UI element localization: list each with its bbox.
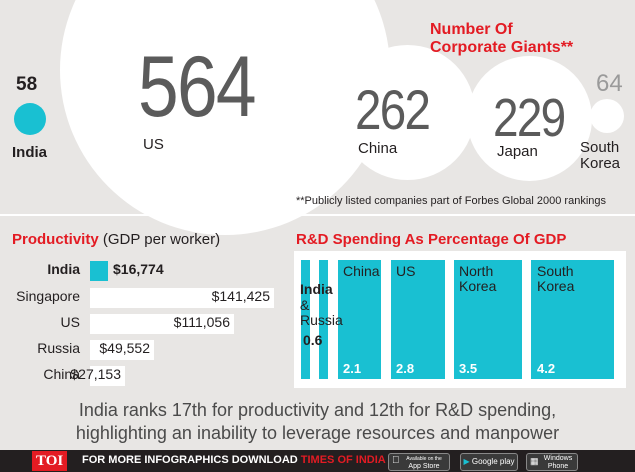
productivity-bar <box>90 366 125 386</box>
rd-bar-north-korea <box>454 260 522 379</box>
productivity-country: US <box>60 314 80 330</box>
bubble-india <box>14 103 46 135</box>
rd-bar-china <box>338 260 381 379</box>
section-divider <box>0 214 635 216</box>
rd-label-china: China <box>343 263 380 279</box>
south-korea-count: 64 <box>596 70 623 97</box>
south-korea-label: South Korea <box>580 139 621 172</box>
windows-small: Windows <box>543 455 573 462</box>
productivity-row: Russia $49,552 <box>0 340 300 360</box>
footer-app-name: TIMES OF INDIA APP <box>300 454 411 466</box>
rd-value-north-korea: 3.5 <box>459 361 478 376</box>
productivity-country: India <box>47 261 80 277</box>
rd-value-us: 2.8 <box>396 361 415 376</box>
productivity-bar <box>90 261 108 281</box>
productivity-row: India $16,774 <box>0 261 300 281</box>
productivity-heading: Productivity (GDP per worker) <box>12 231 220 248</box>
productivity-title: Productivity <box>12 231 99 248</box>
rd-label-us: US <box>396 263 416 279</box>
japan-label: Japan <box>497 143 538 160</box>
rd-bar-us <box>391 260 445 379</box>
rd-label-south-korea: South Korea <box>537 263 575 294</box>
rd-bar-south-korea <box>531 260 614 379</box>
rd-value-india-russia: 0.6 <box>303 332 323 348</box>
app-store-button[interactable]:  Available on the App Store <box>388 453 450 471</box>
bubble-japan <box>467 56 592 181</box>
app-store-small: Available on the <box>406 456 442 462</box>
productivity-country: China <box>43 366 80 382</box>
apple-icon:  <box>392 456 400 466</box>
windows-label: Phone <box>547 463 569 470</box>
windows-icon: ▦ <box>530 456 539 466</box>
rd-title: R&D Spending As Percentage Of GDP <box>296 231 567 248</box>
footer-bar: TOI FOR MORE INFOGRAPHICS DOWNLOAD TIMES… <box>0 450 635 472</box>
productivity-value: $16,774 <box>113 261 164 277</box>
google-play-button[interactable]: ▶ Google play <box>460 453 518 471</box>
play-icon: ▶ <box>463 457 470 466</box>
us-label: US <box>143 136 164 153</box>
conclusion-line-1: India ranks 17th for productivity and 12… <box>78 400 557 420</box>
productivity-bar <box>90 340 154 360</box>
productivity-subtitle: (GDP per worker) <box>102 231 221 248</box>
rd-label-india: India <box>300 281 333 297</box>
footer-promo: FOR MORE INFOGRAPHICS DOWNLOAD TIMES OF … <box>82 454 411 466</box>
productivity-value: $141,425 <box>211 288 270 304</box>
windows-phone-button[interactable]: ▦ Windows Phone <box>526 453 578 471</box>
productivity-row: Singapore $141,425 <box>0 288 300 308</box>
china-label: China <box>358 140 398 157</box>
india-count: 58 <box>16 74 38 95</box>
toi-logo: TOI <box>32 451 68 471</box>
productivity-bar <box>90 314 234 334</box>
rd-bar-india <box>301 260 310 379</box>
rd-value-china: 2.1 <box>343 361 362 376</box>
corporate-title: Number Of Corporate Giants** <box>430 21 574 56</box>
productivity-bar <box>90 288 274 308</box>
china-count: 262 <box>355 78 431 141</box>
us-count: 564 <box>138 39 257 135</box>
bubble-china <box>340 45 475 180</box>
productivity-value: $49,552 <box>99 340 150 356</box>
productivity-value: $27,153 <box>70 366 121 382</box>
app-store-label: App Store <box>408 463 440 470</box>
bubble-south-korea <box>590 99 624 133</box>
conclusion-text: India ranks 17th for productivity and 12… <box>0 399 635 445</box>
conclusion-line-2: highlighting an inability to leverage re… <box>75 423 560 443</box>
rd-label-north-korea: North Korea <box>459 263 497 294</box>
rd-label-russia: & Russia <box>300 297 343 328</box>
google-play-label: Google play <box>471 457 515 466</box>
rd-value-south-korea: 4.2 <box>537 361 556 376</box>
rd-chart: India & Russia 0.6 China US North Korea So… <box>294 251 626 388</box>
corporate-footnote: **Publicly listed companies part of Forb… <box>296 195 606 207</box>
productivity-row: US $111,056 <box>0 314 300 334</box>
productivity-row: China $27,153 <box>0 366 300 386</box>
rd-bar-russia <box>319 260 328 379</box>
productivity-value: $111,056 <box>173 314 230 330</box>
india-label: India <box>12 144 48 161</box>
productivity-country: Singapore <box>16 288 80 304</box>
productivity-country: Russia <box>37 340 80 356</box>
japan-count: 229 <box>493 88 566 148</box>
footer-promo-text: FOR MORE INFOGRAPHICS DOWNLOAD <box>82 454 298 466</box>
